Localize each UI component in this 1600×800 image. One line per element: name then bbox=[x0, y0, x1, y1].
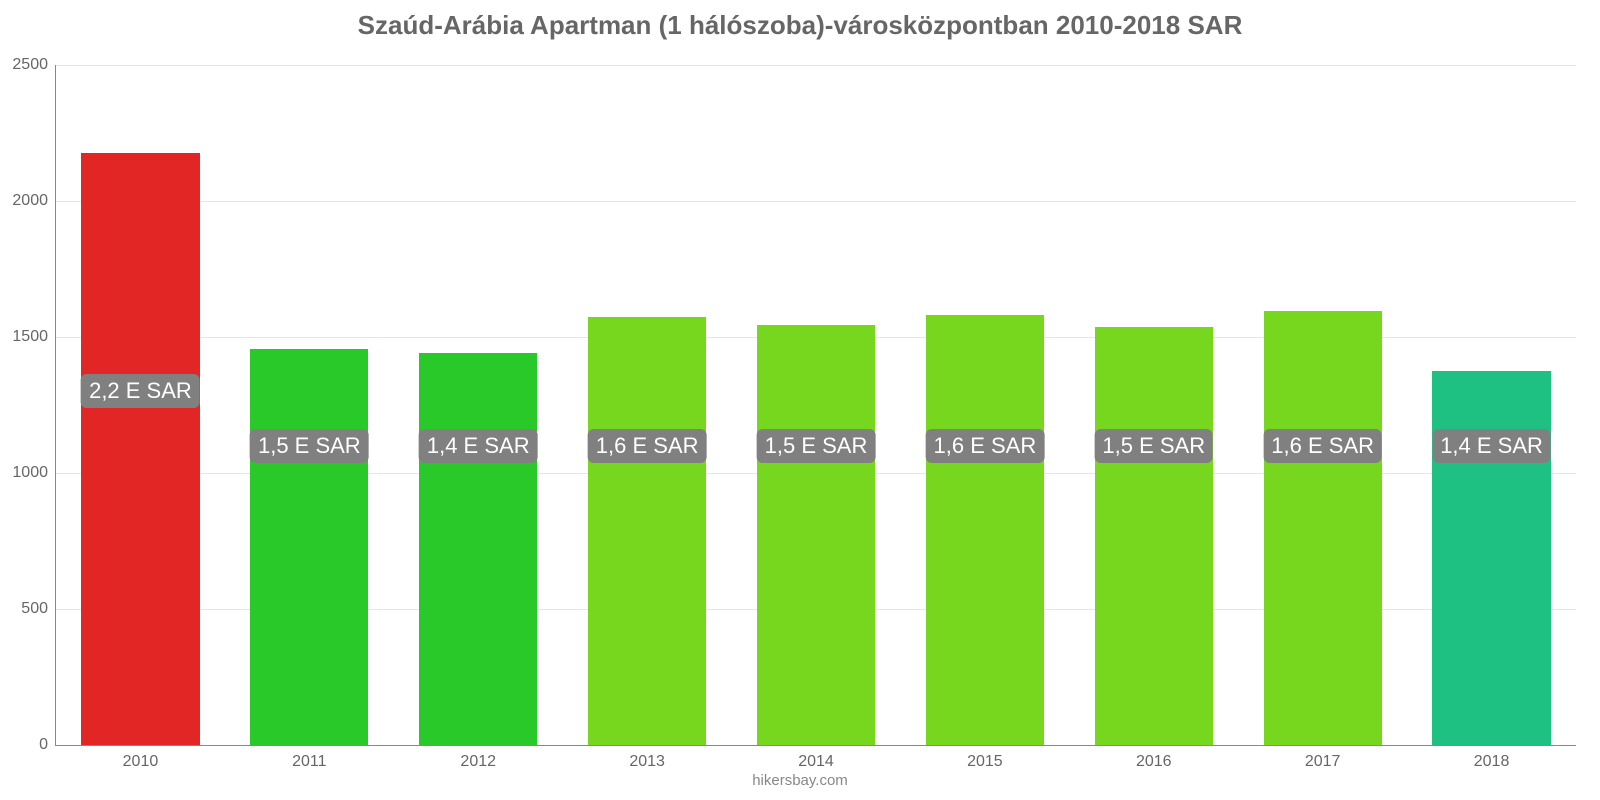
bar bbox=[588, 317, 706, 745]
bar-value-label: 1,4 E SAR bbox=[419, 429, 538, 463]
y-tick-label: 500 bbox=[21, 600, 48, 618]
bar bbox=[419, 353, 537, 745]
y-tick-label: 1000 bbox=[12, 464, 48, 482]
x-tick-label: 2012 bbox=[460, 753, 496, 771]
bar-value-label: 1,6 E SAR bbox=[926, 429, 1045, 463]
chart-title: Szaúd-Arábia Apartman (1 hálószoba)-váro… bbox=[0, 10, 1600, 41]
x-tick-label: 2013 bbox=[629, 753, 665, 771]
x-tick-label: 2010 bbox=[123, 753, 159, 771]
bar bbox=[757, 325, 875, 745]
bar bbox=[1432, 371, 1550, 745]
x-tick-label: 2015 bbox=[967, 753, 1003, 771]
y-tick-label: 1500 bbox=[12, 328, 48, 346]
source-label: hikersbay.com bbox=[0, 772, 1600, 789]
bar-value-label: 2,2 E SAR bbox=[81, 374, 200, 408]
bar-value-label: 1,5 E SAR bbox=[757, 429, 876, 463]
bar bbox=[1095, 327, 1213, 745]
x-tick-label: 2016 bbox=[1136, 753, 1172, 771]
plot-area: 0500100015002000250020102,2 E SAR20111,5… bbox=[55, 65, 1576, 746]
x-tick-label: 2014 bbox=[798, 753, 834, 771]
y-tick-label: 2000 bbox=[12, 192, 48, 210]
bar bbox=[250, 349, 368, 745]
bar bbox=[926, 315, 1044, 745]
gridline bbox=[56, 65, 1576, 66]
gridline bbox=[56, 201, 1576, 202]
bar-value-label: 1,6 E SAR bbox=[1263, 429, 1382, 463]
y-tick-label: 2500 bbox=[12, 56, 48, 74]
bar-value-label: 1,5 E SAR bbox=[1094, 429, 1213, 463]
bar bbox=[81, 153, 199, 745]
x-tick-label: 2011 bbox=[292, 753, 326, 771]
bar-value-label: 1,5 E SAR bbox=[250, 429, 369, 463]
bar-value-label: 1,6 E SAR bbox=[588, 429, 707, 463]
bar bbox=[1264, 311, 1382, 745]
bar-value-label: 1,4 E SAR bbox=[1432, 429, 1551, 463]
bar-chart: Szaúd-Arábia Apartman (1 hálószoba)-váro… bbox=[0, 0, 1600, 800]
x-tick-label: 2017 bbox=[1305, 753, 1341, 771]
y-tick-label: 0 bbox=[39, 736, 48, 754]
x-tick-label: 2018 bbox=[1474, 753, 1510, 771]
